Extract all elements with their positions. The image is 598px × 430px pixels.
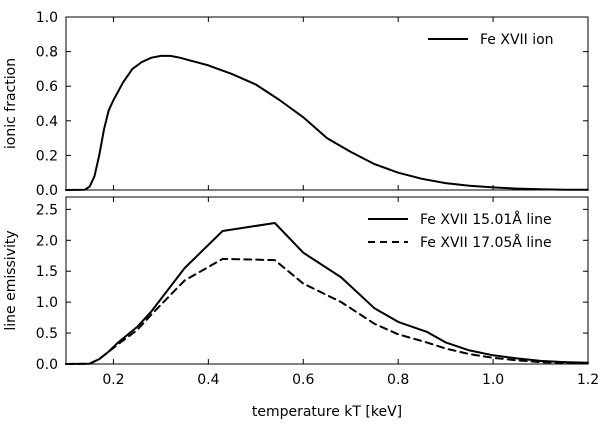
top-panel: 0.0 0.2 0.4 0.6 0.8 1.0 ionic fraction Fe XVII …	[3, 10, 589, 199]
y-tick-label: 0.0	[36, 183, 58, 199]
x-tick-label: 1.0	[482, 372, 504, 388]
x-axis-label: temperature kT [keV]	[252, 404, 402, 420]
series-line-0	[65, 54, 589, 191]
y-tick-label: 0.4	[36, 114, 58, 130]
y-tick-label: 1.0	[36, 295, 58, 311]
x-tick-label: 0.4	[197, 372, 219, 388]
y-tick-label: 2.0	[36, 233, 58, 249]
bottom-panel: 0.0 0.5 1.0 1.5 2.0 2.5 0.2 0.4 0.6 0.8 1.0 1.2 line…	[3, 196, 598, 420]
y-tick-label: 0.0	[36, 357, 58, 373]
y-axis-label: line emissivity	[3, 230, 19, 330]
y-tick-label: 2.5	[36, 202, 58, 218]
y-tick-label: 0.8	[36, 45, 58, 61]
plot-frame	[65, 16, 589, 191]
plot-frame	[65, 196, 589, 365]
x-tick-label: 0.8	[387, 372, 409, 388]
x-tick-label: 0.2	[102, 372, 124, 388]
legend-label-0: Fe XVII 15.01Å line	[420, 211, 552, 228]
x-tick-label: 1.2	[577, 372, 598, 388]
legend-label-0: Fe XVII ion	[480, 32, 554, 48]
y-tick-label: 0.5	[36, 326, 58, 342]
y-axis-label: ionic fraction	[3, 58, 19, 149]
y-tick-label: 1.0	[36, 10, 58, 26]
y-tick-label: 0.6	[36, 79, 58, 95]
y-tick-label: 0.2	[36, 148, 58, 164]
series-line-1	[65, 257, 589, 365]
legend-label-1: Fe XVII 17.05Å line	[420, 234, 552, 251]
y-tick-label: 1.5	[36, 264, 58, 280]
x-tick-label: 0.6	[292, 372, 314, 388]
